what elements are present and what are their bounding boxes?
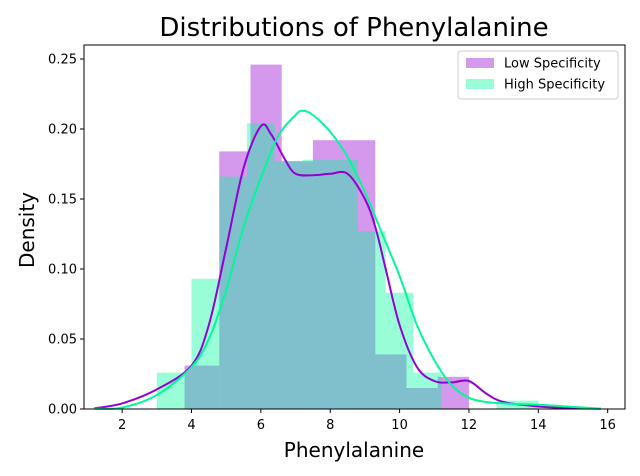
y-tick-label: 0.00 [48,403,77,418]
histogram-bar [250,64,282,409]
histogram-bar [302,159,331,409]
axes-frame [83,44,626,410]
histogram-high-specificity [156,123,539,410]
legend-box [457,50,619,100]
y-axis-title: Density [15,192,39,268]
y-tick-label: 0.10 [48,263,77,278]
legend-label: High Specificity [504,78,605,93]
y-tick-label: 0.05 [48,333,77,348]
x-tick-label: 6 [257,418,265,433]
x-tick-label: 8 [326,418,334,433]
legend: Low Specificity High Specificity [457,50,619,100]
histogram-bar [344,140,376,409]
x-tick-label: 4 [187,418,195,433]
kde-line-low-specificity [94,123,601,410]
x-tick-label: 14 [530,418,547,433]
histogram-bar [312,140,345,409]
legend-swatch [466,79,494,89]
x-tick-label: 2 [118,418,126,433]
histogram-bar [375,354,407,409]
histogram-bar [330,159,358,409]
x-tick-label: 16 [599,418,616,433]
x-tick-label: 10 [391,418,408,433]
histogram-bar [357,231,386,409]
legend-label: Low Specificity [504,57,601,72]
histogram-bar [496,400,525,409]
legend-swatch [466,58,494,68]
x-tick-label: 12 [461,418,478,433]
y-tick-label: 0.25 [48,53,77,68]
kde-line-high-specificity [94,109,601,410]
histogram-bar [274,161,303,409]
histogram-bar [184,365,220,409]
y-tick-label: 0.20 [48,123,77,138]
chart-title: Distributions of Phenylalanine [159,13,548,43]
histogram-bar [219,151,251,409]
y-tick-label: 0.15 [48,193,77,208]
histogram-bar [246,123,275,410]
histogram-bar [406,388,438,409]
histogram-bar [281,161,313,409]
x-axis-title: Phenylalanine [284,438,424,462]
plot-area: 2 4 6 8 10 12 14 16 0.00 0.05 0.10 0.15 0.20 0.25 [48,44,626,433]
